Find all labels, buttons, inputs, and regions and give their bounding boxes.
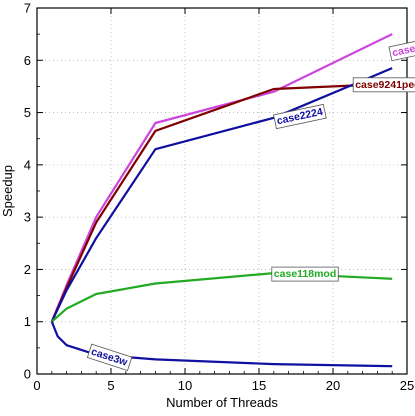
series-label-case118mod: case118mod (271, 266, 339, 282)
series-label-text: case118mod (274, 268, 336, 280)
x-tick-label: 20 (326, 378, 340, 393)
series-label-box (352, 77, 415, 93)
y-tick-label: 5 (24, 105, 31, 120)
series-label-box (273, 103, 327, 130)
series-label-box (388, 33, 415, 62)
axes: 0 5 10 15 20 25 0 1 2 3 4 5 6 7 (24, 1, 414, 394)
series-label-box (271, 266, 339, 282)
x-tick-label: 25 (400, 378, 414, 393)
y-tick-label: 7 (24, 1, 31, 16)
series-label-box (86, 343, 133, 372)
y-tick-label: 4 (24, 157, 31, 172)
series-label-text: case9241pegase (355, 79, 415, 91)
y-tick-label: 1 (24, 314, 31, 329)
y-tick-label: 2 (24, 262, 31, 277)
x-tick-label: 0 (33, 378, 40, 393)
y-tick-label: 0 (24, 367, 31, 382)
x-tick-label: 10 (178, 378, 192, 393)
series-line-case2224 (50, 67, 393, 323)
x-axis-title: Number of Threads (166, 395, 278, 410)
y-axis-title: Speedup (0, 165, 15, 217)
y-tick-label: 6 (24, 53, 31, 68)
x-tick-label: 15 (252, 378, 266, 393)
y-tick-label: 3 (24, 210, 31, 225)
grid (37, 8, 407, 374)
series-label-case9241pegase: case9241pegase (352, 77, 415, 93)
x-tick-label: 5 (107, 378, 114, 393)
